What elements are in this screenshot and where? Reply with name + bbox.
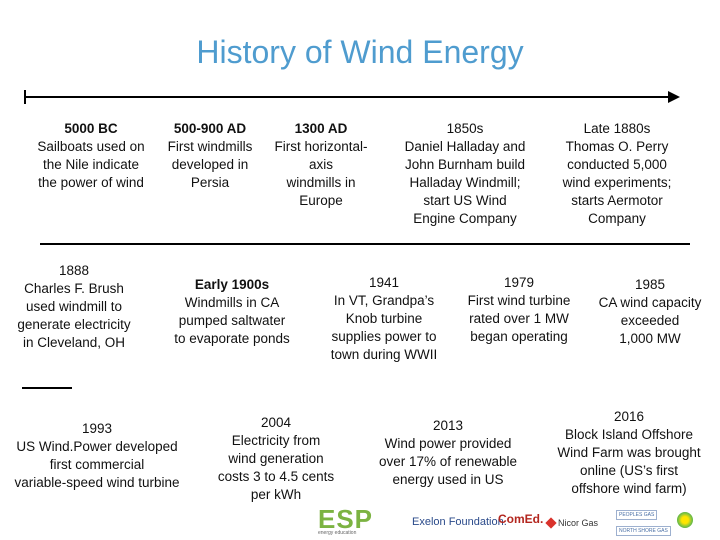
event-date: 1300 AD <box>294 121 348 136</box>
timeline-row-1-line <box>24 96 670 98</box>
event-1941: 1941 In VT, Grandpa’s Knob turbine suppl… <box>314 274 454 364</box>
esp-tagline: energy education <box>318 530 357 536</box>
event-date: 2004 <box>260 415 292 430</box>
comed-logo: ComEd. <box>498 512 544 526</box>
timeline-row-3-segment <box>22 387 72 389</box>
event-date: 1979 <box>503 275 535 290</box>
event-date: 1941 <box>368 275 400 290</box>
event-description: Block Island Offshore Wind Farm was brou… <box>557 427 701 496</box>
event-description: In VT, Grandpa’s Knob turbine supplies p… <box>330 293 438 362</box>
event-1300-ad: 1300 AD First horizontal- axis windmills… <box>266 120 376 210</box>
event-description: Charles F. Brush used windmill to genera… <box>17 281 131 350</box>
event-description: Thomas O. Perry conducted 5,000 wind exp… <box>562 139 672 226</box>
north-shore-gas-logo: NORTH SHORE GAS <box>616 526 671 536</box>
event-date: Early 1900s <box>194 277 270 292</box>
event-2004: 2004 Electricity from wind generation co… <box>206 414 346 504</box>
event-date: 1888 <box>58 263 90 278</box>
event-description: US Wind.Power developed first commercial… <box>14 439 180 490</box>
event-late-1880s: Late 1880s Thomas O. Perry conducted 5,0… <box>552 120 682 228</box>
exelon-foundation-logo: Exelon Foundation. <box>412 516 507 528</box>
event-description: Sailboats used on the Nile indicate the … <box>37 139 145 190</box>
event-1979: 1979 First wind turbine rated over 1 MW … <box>456 274 582 346</box>
nicor-gas-logo: Nicor Gas <box>558 518 599 528</box>
bp-logo-icon <box>677 512 693 528</box>
event-date: 2013 <box>432 418 464 433</box>
esp-logo-text: ESP <box>318 504 374 534</box>
event-date: 500-900 AD <box>173 121 247 136</box>
event-description: First wind turbine rated over 1 MW began… <box>467 293 571 344</box>
timeline-arrow-head <box>668 91 680 103</box>
event-5000-bc: 5000 BC Sailboats used on the Nile indic… <box>28 120 154 192</box>
event-1985: 1985 CA wind capacity exceeded 1,000 MW <box>586 276 714 348</box>
event-2016: 2016 Block Island Offshore Wind Farm was… <box>544 408 714 498</box>
peoples-gas-logo: PEOPLES GAS <box>616 510 658 520</box>
event-date: Late 1880s <box>583 121 651 136</box>
page-title: History of Wind Energy <box>196 34 524 70</box>
event-1850s: 1850s Daniel Halladay and John Burnham b… <box>392 120 538 228</box>
event-date: 2016 <box>613 409 645 424</box>
timeline-row-2-line <box>40 243 690 245</box>
timeline-tick <box>24 90 26 104</box>
event-description: Electricity from wind generation costs 3… <box>217 433 335 502</box>
event-description: First windmills developed in Persia <box>167 139 253 190</box>
event-description: Windmills in CA pumped saltwater to evap… <box>174 295 290 346</box>
event-description: Daniel Halladay and John Burnham build H… <box>404 139 526 226</box>
event-2013: 2013 Wind power provided over 17% of ren… <box>366 417 530 489</box>
event-description: First horizontal- axis windmills in Euro… <box>274 139 368 208</box>
event-1993: 1993 US Wind.Power developed first comme… <box>2 420 192 492</box>
event-date: 5000 BC <box>64 121 118 136</box>
event-date: 1985 <box>634 277 666 292</box>
event-date: 1993 <box>81 421 113 436</box>
event-description: CA wind capacity exceeded 1,000 MW <box>598 295 702 346</box>
event-1888: 1888 Charles F. Brush used windmill to g… <box>6 262 142 352</box>
event-500-900-ad: 500-900 AD First windmills developed in … <box>160 120 260 192</box>
esp-logo: ESP <box>318 504 373 535</box>
nicor-gas-icon <box>545 517 557 529</box>
event-date: 1850s <box>446 121 484 136</box>
event-early-1900s: Early 1900s Windmills in CA pumped saltw… <box>162 276 302 348</box>
event-description: Wind power provided over 17% of renewabl… <box>378 436 518 487</box>
